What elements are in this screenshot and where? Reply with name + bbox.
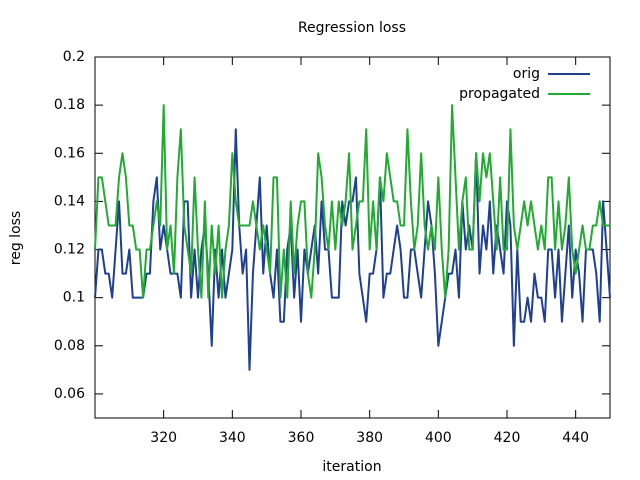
x-tick-label: 320 xyxy=(150,430,177,446)
legend-label: propagated xyxy=(459,86,540,102)
series-line xyxy=(94,104,610,299)
series-line xyxy=(94,128,611,371)
legend-label: orig xyxy=(513,66,540,82)
y-tick-label: 0.16 xyxy=(54,145,85,161)
x-tick-label: 420 xyxy=(494,430,521,446)
y-tick-label: 0.18 xyxy=(54,97,85,113)
y-tick-label: 0.06 xyxy=(54,386,85,402)
y-axis-label: reg loss xyxy=(8,211,24,265)
y-tick-label: 0.12 xyxy=(54,242,85,258)
x-tick-label: 380 xyxy=(356,430,383,446)
x-axis-label: iteration xyxy=(322,459,381,475)
y-tick-label: 0.1 xyxy=(63,290,85,306)
x-tick-label: 340 xyxy=(219,430,246,446)
x-tick-label: 440 xyxy=(562,430,589,446)
x-tick-label: 360 xyxy=(288,430,315,446)
x-tick-label: 400 xyxy=(425,430,452,446)
y-tick-label: 0.2 xyxy=(63,49,85,65)
y-tick-label: 0.14 xyxy=(54,193,85,209)
chart-title: Regression loss xyxy=(298,20,406,36)
y-tick-label: 0.08 xyxy=(54,338,85,354)
